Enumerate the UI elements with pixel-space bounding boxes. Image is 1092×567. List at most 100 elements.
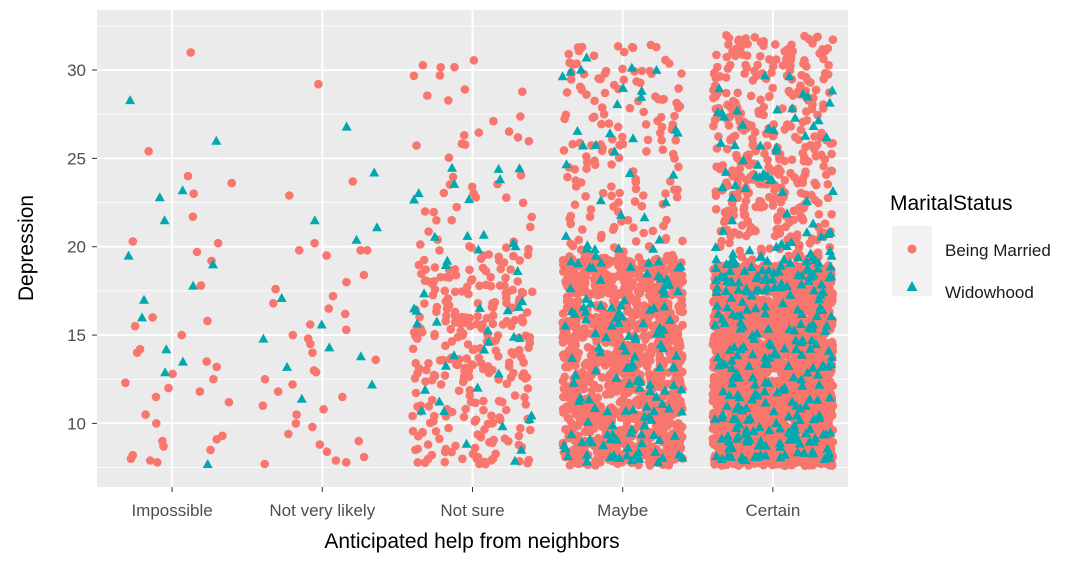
point-being-married <box>773 212 782 222</box>
point-widowhood <box>768 406 779 416</box>
point-being-married <box>502 298 511 308</box>
point-widowhood <box>734 392 745 402</box>
point-being-married <box>769 363 779 373</box>
point-being-married <box>607 191 616 201</box>
point-being-married <box>144 147 153 156</box>
point-being-married <box>597 103 607 112</box>
point-being-married <box>476 254 486 263</box>
point-being-married <box>526 222 535 232</box>
point-widowhood <box>805 343 816 353</box>
point-widowhood <box>367 379 377 389</box>
point-being-married <box>715 344 725 353</box>
point-being-married <box>820 219 830 228</box>
point-being-married <box>788 91 798 100</box>
point-widowhood <box>502 305 513 315</box>
point-being-married <box>421 377 430 386</box>
point-widowhood <box>713 308 724 318</box>
point-widowhood <box>759 386 770 396</box>
point-being-married <box>589 112 599 122</box>
point-widowhood <box>817 305 828 314</box>
point-being-married <box>819 100 828 109</box>
point-widowhood <box>615 300 626 310</box>
point-being-married <box>656 379 665 388</box>
point-being-married <box>768 414 777 423</box>
point-being-married <box>677 69 686 78</box>
point-being-married <box>271 284 280 294</box>
point-widowhood <box>737 119 748 129</box>
point-being-married <box>474 128 484 137</box>
point-widowhood <box>776 278 787 288</box>
point-widowhood <box>812 394 823 404</box>
point-widowhood <box>790 112 801 122</box>
point-widowhood <box>596 257 606 267</box>
point-being-married <box>559 146 569 155</box>
point-being-married <box>662 449 672 459</box>
point-being-married <box>522 308 532 317</box>
point-being-married <box>722 52 731 62</box>
point-widowhood <box>580 306 591 316</box>
point-widowhood <box>655 273 666 283</box>
point-being-married <box>642 147 651 156</box>
point-being-married <box>518 288 528 298</box>
point-being-married <box>319 405 328 414</box>
point-widowhood <box>676 384 687 394</box>
point-widowhood <box>710 263 721 272</box>
point-widowhood <box>786 237 797 247</box>
point-widowhood <box>813 115 824 125</box>
point-widowhood <box>584 394 594 404</box>
point-widowhood <box>755 252 766 261</box>
point-being-married <box>722 178 731 187</box>
point-being-married <box>739 210 749 220</box>
point-being-married <box>468 449 478 459</box>
point-being-married <box>772 168 781 177</box>
point-being-married <box>427 450 437 460</box>
point-being-married <box>141 410 150 419</box>
point-being-married <box>509 251 518 261</box>
point-being-married <box>768 201 778 210</box>
x-axis-ticks: Impossible Not very likely Not sure Maybe Ce… <box>131 487 800 520</box>
point-widowhood <box>747 394 758 404</box>
point-being-married <box>827 210 836 219</box>
point-widowhood <box>712 352 723 362</box>
point-widowhood <box>712 282 723 292</box>
point-being-married <box>436 63 446 72</box>
point-widowhood <box>581 314 591 324</box>
point-being-married <box>420 458 430 468</box>
point-being-married <box>573 408 582 417</box>
point-widowhood <box>725 265 736 275</box>
point-widowhood <box>589 403 600 412</box>
point-being-married <box>753 60 762 70</box>
point-being-married <box>599 355 609 365</box>
point-widowhood <box>784 71 795 81</box>
point-being-married <box>523 384 533 393</box>
point-widowhood <box>794 438 805 448</box>
point-being-married <box>442 272 451 282</box>
point-widowhood <box>578 140 588 150</box>
point-being-married <box>478 263 488 273</box>
point-being-married <box>435 71 445 80</box>
point-being-married <box>739 359 748 369</box>
point-widowhood <box>608 450 619 460</box>
point-being-married <box>619 75 629 85</box>
point-being-married <box>479 396 488 406</box>
point-being-married <box>466 276 476 286</box>
point-being-married <box>677 400 686 410</box>
point-widowhood <box>671 350 682 360</box>
point-being-married <box>608 283 618 293</box>
point-being-married <box>801 167 810 176</box>
point-being-married <box>787 155 797 164</box>
point-being-married <box>768 316 778 325</box>
point-being-married <box>446 324 456 334</box>
point-widowhood <box>813 257 824 267</box>
point-being-married <box>750 127 760 137</box>
point-being-married <box>585 377 595 386</box>
point-widowhood <box>409 194 419 204</box>
point-being-married <box>599 109 609 119</box>
point-widowhood <box>657 398 668 408</box>
point-widowhood <box>788 372 799 382</box>
point-widowhood <box>462 230 473 240</box>
point-widowhood <box>827 186 838 195</box>
point-being-married <box>764 92 774 102</box>
point-widowhood <box>752 270 763 280</box>
point-being-married <box>819 74 828 84</box>
